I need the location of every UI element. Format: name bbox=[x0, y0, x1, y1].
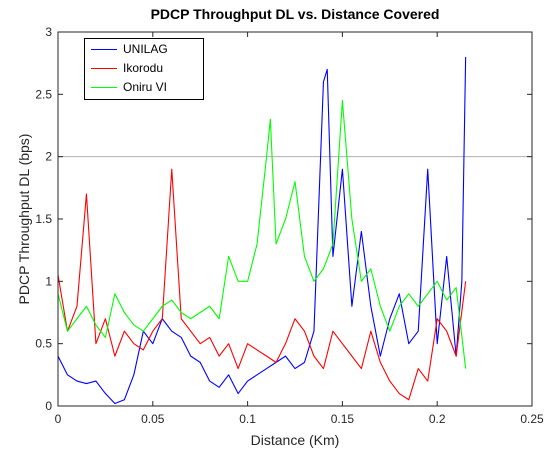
legend-item-ikorodu: Ikorodu bbox=[85, 60, 203, 78]
y-tick-label: 0 bbox=[45, 399, 52, 413]
y-tick-label: 1.5 bbox=[35, 212, 52, 226]
legend-item-oniru: Oniru VI bbox=[85, 79, 203, 97]
y-tick-label: 2 bbox=[45, 150, 52, 164]
x-tick-label: 0.05 bbox=[141, 412, 165, 426]
x-tick-label: 0.2 bbox=[429, 412, 446, 426]
series-line-ikorodu bbox=[58, 168, 467, 401]
y-tick-label: 0.5 bbox=[35, 337, 52, 351]
series-line-oniru-vi bbox=[58, 100, 467, 369]
y-tick-label: 1 bbox=[45, 274, 52, 288]
x-tick-label: 0.25 bbox=[520, 412, 544, 426]
legend-label-unilag: UNILAG bbox=[123, 42, 168, 56]
y-axis-label: PDCP Throughput DL (bps) bbox=[16, 133, 32, 305]
legend-swatch-unilag bbox=[91, 49, 117, 50]
chart-legend: UNILAG Ikorodu Oniru VI bbox=[84, 38, 204, 100]
legend-swatch-ikorodu bbox=[91, 68, 117, 69]
x-tick-label: 0.15 bbox=[331, 412, 355, 426]
legend-label-oniru: Oniru VI bbox=[123, 80, 168, 94]
legend-swatch-oniru bbox=[91, 87, 117, 88]
x-tick-label: 0.1 bbox=[239, 412, 256, 426]
chart-title: PDCP Throughput DL vs. Distance Covered bbox=[150, 6, 440, 22]
legend-item-unilag: UNILAG bbox=[85, 41, 203, 59]
series-line-unilag bbox=[58, 56, 467, 405]
x-tick-label: 0 bbox=[55, 412, 62, 426]
x-axis-label: Distance (Km) bbox=[250, 432, 340, 448]
y-tick-label: 3 bbox=[45, 25, 52, 39]
legend-label-ikorodu: Ikorodu bbox=[123, 61, 164, 75]
y-tick-label: 2.5 bbox=[35, 87, 52, 101]
